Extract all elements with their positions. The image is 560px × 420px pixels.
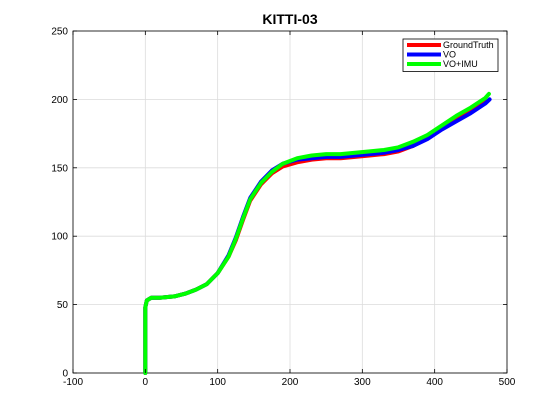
legend-label: VO	[443, 50, 456, 60]
x-tick-label: 400	[426, 377, 443, 388]
x-tick-label: 100	[209, 377, 226, 388]
chart-title: KITTI-03	[262, 11, 317, 27]
y-tick-label: 50	[57, 300, 69, 311]
y-tick-label: 0	[62, 369, 68, 380]
grid-layer	[72, 30, 508, 374]
series-layer	[143, 91, 492, 375]
legend-label: VO+IMU	[443, 59, 478, 69]
x-tick-label: -100	[63, 377, 83, 388]
x-tick-label: 0	[143, 377, 149, 388]
y-tick-label: 200	[51, 95, 68, 106]
series-line-vo-imu	[143, 91, 491, 375]
x-tick-label: 500	[499, 377, 516, 388]
legend-label: GroundTruth	[443, 40, 494, 50]
y-tick-label: 150	[51, 163, 68, 174]
y-tick-label: 100	[51, 232, 68, 243]
x-tick-label: 200	[282, 377, 299, 388]
y-tick-label: 250	[51, 27, 68, 38]
x-tick-label: 300	[354, 377, 371, 388]
